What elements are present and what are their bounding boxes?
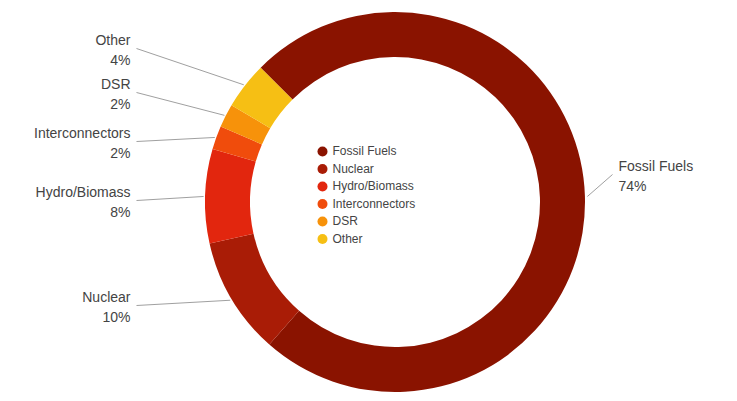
svg-text:Fossil Fuels: Fossil Fuels xyxy=(333,144,397,158)
svg-text:Other: Other xyxy=(333,232,363,246)
svg-text:Other4%: Other4% xyxy=(95,32,130,68)
svg-text:Interconnectors2%: Interconnectors2% xyxy=(34,125,131,161)
svg-text:Nuclear: Nuclear xyxy=(333,162,374,176)
svg-text:DSR: DSR xyxy=(333,214,359,228)
svg-text:Interconnectors: Interconnectors xyxy=(333,197,416,211)
svg-text:Hydro/Biomass: Hydro/Biomass xyxy=(333,179,414,193)
svg-text:Nuclear10%: Nuclear10% xyxy=(82,289,131,325)
svg-text:Hydro/Biomass8%: Hydro/Biomass8% xyxy=(36,184,131,220)
svg-text:Fossil Fuels74%: Fossil Fuels74% xyxy=(619,158,694,194)
svg-text:DSR2%: DSR2% xyxy=(101,76,131,112)
